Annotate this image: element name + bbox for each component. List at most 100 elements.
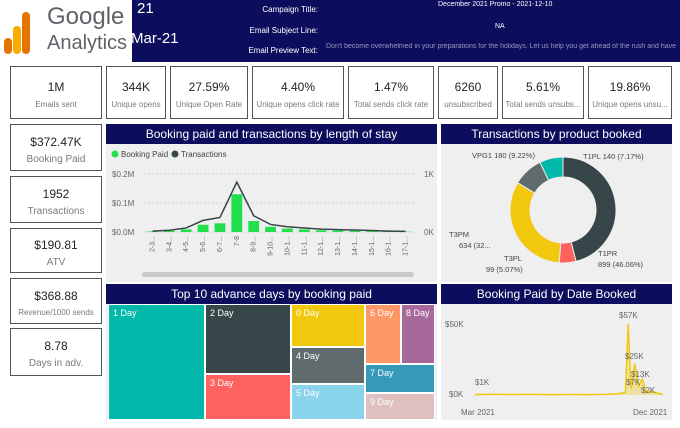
label-vpg1: VPG1 180 (9.22%) xyxy=(472,151,535,160)
label-t1pr: T1PR xyxy=(598,249,618,258)
bar-booking-paid[interactable] xyxy=(298,229,310,232)
kpi-value: 6260 xyxy=(454,80,482,94)
kpi-days-in-advance[interactable]: 8.78 Days in adv. xyxy=(10,328,102,376)
gridlines xyxy=(144,173,414,233)
bar-booking-paid[interactable] xyxy=(231,194,243,232)
y-tick: $50K xyxy=(445,320,464,329)
subject-label: Email Subject Line: xyxy=(249,26,318,35)
x-tick-label: 14-1... xyxy=(352,236,359,256)
bar-booking-paid[interactable] xyxy=(248,220,260,232)
x-tick-start: Mar 2021 xyxy=(461,408,495,417)
bar-booking-paid[interactable] xyxy=(265,226,276,232)
annotation-25k: $25K xyxy=(625,352,644,361)
label-t1pl: T1PL 140 (7.17%) xyxy=(583,152,644,161)
bar-booking-paid[interactable] xyxy=(332,230,344,232)
label-t3pl-value: 99 (5.07%) xyxy=(486,265,523,274)
kpi-label: ATV xyxy=(46,257,66,268)
advance-days-panel[interactable]: Top 10 advance days by booking paid 1 Da… xyxy=(106,284,437,420)
y-right-tick: 1K xyxy=(424,170,434,179)
kpi-value: 5.61% xyxy=(525,80,561,94)
kpi-value: 344K xyxy=(121,80,151,94)
legend-transactions: Transactions xyxy=(181,150,227,159)
legend-booking-paid-marker xyxy=(111,150,119,158)
x-axis-labels: 2-3... 3-4... 4-5... 5-6... 6-7... 7-8 8-9... 9… xyxy=(149,236,409,256)
bar-booking-paid[interactable] xyxy=(163,230,175,232)
subject-value: NA xyxy=(495,23,505,30)
bar-booking-paid[interactable] xyxy=(214,223,226,232)
bar-booking-paid[interactable] xyxy=(180,229,192,232)
x-tick-label: 15-1... xyxy=(369,236,376,256)
kpi-emails-sent[interactable]: 1M Emails sent xyxy=(10,66,102,119)
treemap-cell[interactable]: 9 Day xyxy=(365,393,435,420)
kpi-value: 1.47% xyxy=(373,80,409,94)
kpi-value: 1952 xyxy=(42,187,70,201)
kpi-unique-open-rate[interactable]: 27.59% Unique Open Rate xyxy=(170,66,248,119)
kpi-label: Unique Open Rate xyxy=(175,100,243,109)
treemap-cell[interactable]: 7 Day xyxy=(365,364,435,393)
x-tick-label: 5-6... xyxy=(200,236,207,252)
kpi-transactions[interactable]: 1952 Transactions xyxy=(10,176,102,223)
kpi-unique-opens-click-rate[interactable]: 4.40% Unique opens click rate xyxy=(252,66,344,119)
y-right-tick: 0K xyxy=(424,228,434,237)
annotation-1k: $1K xyxy=(475,378,490,387)
x-tick-label: 11-1... xyxy=(301,236,308,255)
kpi-value: 27.59% xyxy=(188,80,230,94)
bar-booking-paid[interactable] xyxy=(197,224,209,232)
date-booked-panel[interactable]: Booking Paid by Date Booked $50K $0K $1K… xyxy=(441,284,672,420)
donut-slice-t1pr[interactable] xyxy=(562,156,617,262)
x-tick-label: 16-1... xyxy=(386,236,393,256)
treemap-cell[interactable]: 1 Day xyxy=(108,304,205,420)
preview-value: Don't become overwhelmed in your prepara… xyxy=(326,43,678,50)
x-tick-label: 8-9... xyxy=(251,236,258,252)
report-header: Google Analytics 21 Mar-21 Campaign Titl… xyxy=(0,0,680,62)
bar-booking-paid[interactable] xyxy=(349,230,361,232)
annotation-7k: $7K xyxy=(626,378,641,387)
kpi-booking-paid[interactable]: $372.47K Booking Paid xyxy=(10,124,102,171)
kpi-label: unsubscribed xyxy=(444,100,492,109)
x-tick-label: 2-3... xyxy=(149,236,156,252)
booking-paid-line xyxy=(474,323,664,396)
date-fragment-top: 21 xyxy=(137,0,154,17)
treemap-cell[interactable]: 5 Day xyxy=(291,384,365,420)
kpi-unique-opens-unsubs[interactable]: 19.86% Unique opens unsu... xyxy=(588,66,672,119)
bar-booking-paid[interactable] xyxy=(147,231,158,232)
kpi-unique-opens[interactable]: 344K Unique opens xyxy=(106,66,166,119)
kpi-total-sends-click-rate[interactable]: 1.47% Total sends click rate xyxy=(348,66,434,119)
kpi-value: $368.88 xyxy=(34,289,78,303)
length-of-stay-chart[interactable]: Booking Paid Transactions $0.2M $0.1M $0… xyxy=(106,144,437,282)
kpi-total-sends-unsubs[interactable]: 5.61% Total sends unsubs... xyxy=(502,66,584,119)
x-tick-label: 6-7... xyxy=(217,236,224,252)
donut-slice-t1pl[interactable] xyxy=(539,156,564,181)
x-tick-label: 9-10... xyxy=(268,236,275,256)
report-canvas: 1M Emails sent 344K Unique opens 27.59% … xyxy=(0,62,680,428)
annotation-57k: $57K xyxy=(619,311,638,320)
x-tick-label: 7-8 xyxy=(234,236,241,246)
logo-text-analytics: Analytics xyxy=(47,32,128,54)
treemap-cell[interactable]: 0 Day xyxy=(291,304,365,347)
bar-booking-paid[interactable] xyxy=(282,228,293,232)
x-tick-label: 4-5... xyxy=(183,236,190,252)
treemap-cell[interactable]: 8 Day xyxy=(401,304,435,364)
date-booked-chart[interactable]: $50K $0K $1K $57K $25K $13K $7K $2K Mar … xyxy=(441,304,672,420)
treemap-cell[interactable]: 3 Day xyxy=(205,374,291,420)
kpi-revenue-per-1000[interactable]: $368.88 Revenue/1000 sends xyxy=(10,278,102,324)
x-tick-end: Dec 2021 xyxy=(633,408,668,417)
bar-booking-paid[interactable] xyxy=(315,230,327,232)
google-analytics-logo: Google Analytics xyxy=(0,0,132,62)
treemap-cell[interactable]: 6 Day xyxy=(365,304,401,364)
treemap-cell[interactable]: 2 Day xyxy=(205,304,291,374)
horizontal-scrollbar[interactable] xyxy=(142,272,414,277)
analytics-bars-icon xyxy=(4,12,30,54)
product-booked-donut[interactable]: VPG1 180 (9.22%) T1PL 140 (7.17%) T3PM 6… xyxy=(441,144,672,282)
kpi-unsubscribed[interactable]: 6260 unsubscribed xyxy=(438,66,498,119)
product-booked-panel[interactable]: Transactions by product booked VPG1 180 … xyxy=(441,124,672,282)
kpi-label: Total sends click rate xyxy=(353,100,429,109)
x-tick-label: 17-1... xyxy=(403,236,410,256)
bar-booking-paid[interactable] xyxy=(366,231,378,232)
length-of-stay-panel[interactable]: Booking paid and transactions by length … xyxy=(106,124,437,282)
kpi-atv[interactable]: $190.81 ATV xyxy=(10,228,102,273)
donut-slice-t3pm[interactable] xyxy=(509,182,562,264)
label-t3pm-value: 634 (32... xyxy=(459,241,491,250)
treemap-cell[interactable]: 4 Day xyxy=(291,347,365,384)
label-t3pm: T3PM xyxy=(449,230,469,239)
